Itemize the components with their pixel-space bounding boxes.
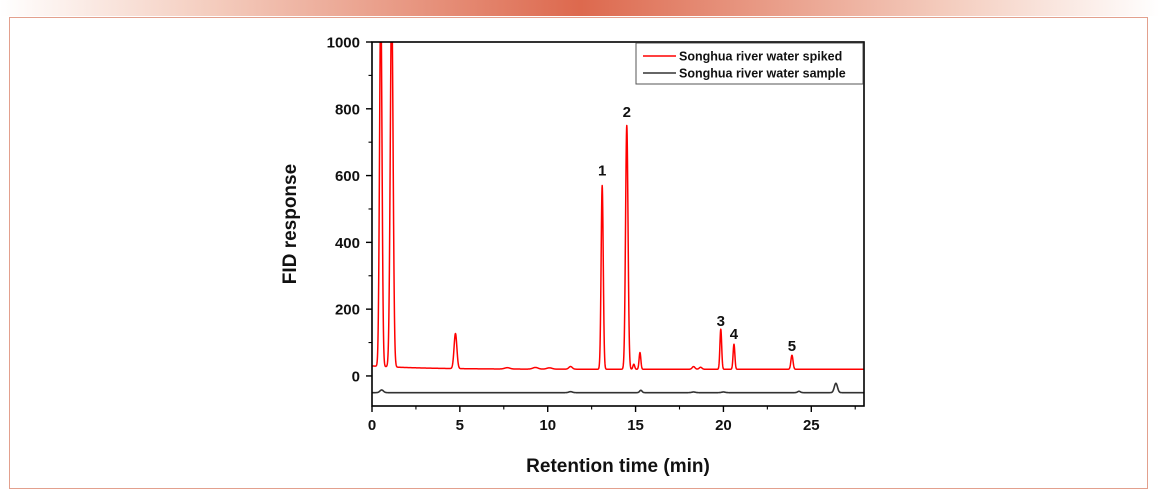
y-tick-label: 200 [335,302,360,319]
peak-label-3: 3 [717,313,725,330]
peak-label-1: 1 [598,163,606,180]
peak-labels-layer: 1 2 34 5 [598,104,796,355]
x-tick-label: 15 [627,417,644,434]
legend-label-sample: Songhua river water sample [679,67,846,81]
peak-label-5: 5 [788,338,796,355]
x-tick-label: 20 [715,417,732,434]
plot-area-border [371,41,865,407]
legend-box [635,42,864,85]
x-tick-label: 0 [368,417,376,434]
header-gradient-bar [0,0,1160,16]
peak-label-2: 2 [623,104,631,121]
y-tick-label: 400 [335,235,360,252]
series-line-spiked [372,42,864,371]
y-tick-label: 0 [352,368,360,385]
legend: Songhua river water spiked Songhua river… [635,42,864,85]
x-tick-label: 10 [539,417,556,434]
y-tick-label: 800 [335,101,360,118]
series-lines-layer [372,42,864,394]
x-tick-label: 5 [456,417,464,434]
series-line-sample [372,382,864,394]
y-axis-title: FID response [280,164,301,284]
legend-label-spiked: Songhua river water spiked [679,50,842,64]
y-tick-label: 1000 [327,35,360,52]
peak-label-4: 4 [730,326,739,343]
x-axis-title: Retention time (min) [526,456,710,477]
figure-frame [9,17,1148,489]
y-tick-label: 600 [335,168,360,185]
x-tick-label: 25 [803,417,820,434]
